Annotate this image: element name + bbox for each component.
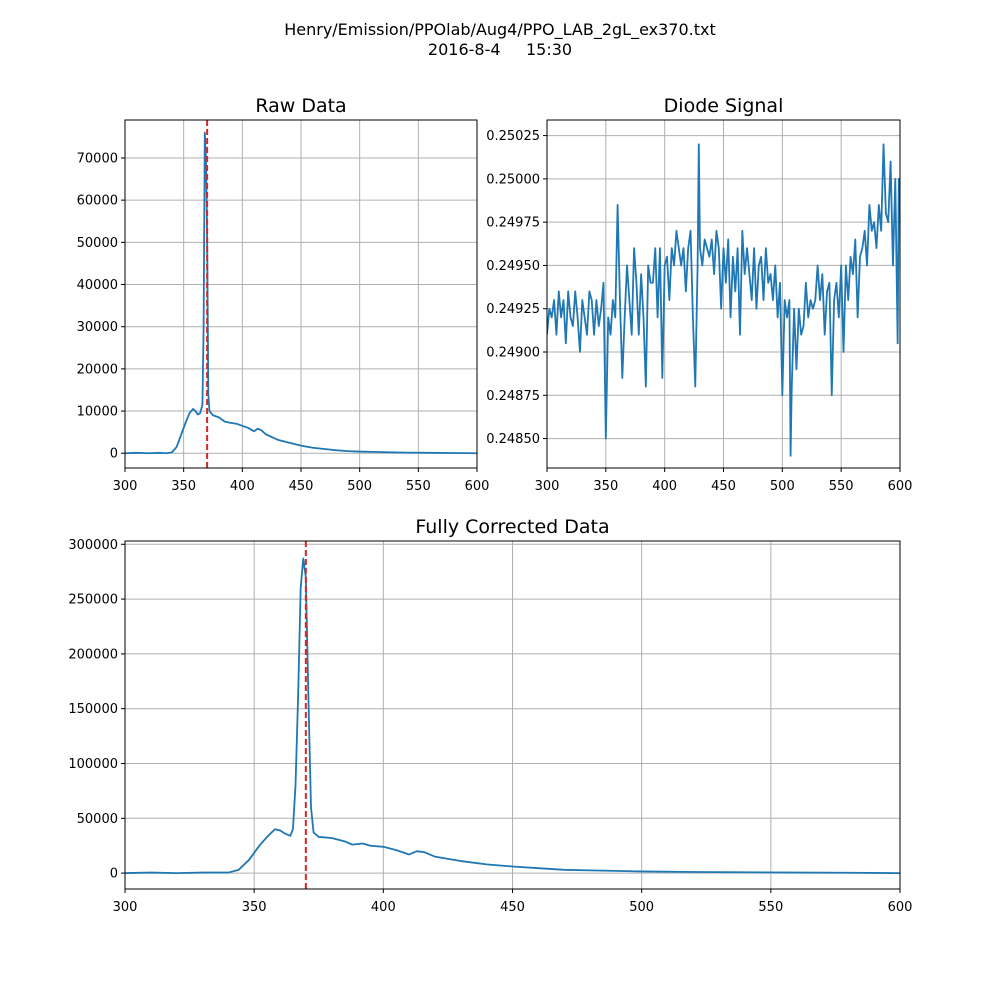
y-tick-label: 0.24950 — [486, 259, 540, 274]
x-tick-label: 500 — [629, 900, 654, 915]
x-tick-label: 350 — [242, 900, 267, 915]
x-tick-label: 400 — [230, 479, 255, 494]
corrected-plot-title: Fully Corrected Data — [415, 516, 609, 538]
x-tick-label: 600 — [465, 479, 490, 494]
y-tick-label: 0.25000 — [486, 172, 540, 187]
x-tick-label: 350 — [593, 479, 618, 494]
x-tick-label: 400 — [652, 479, 677, 494]
x-tick-label: 400 — [371, 900, 396, 915]
y-tick-label: 0 — [110, 867, 118, 882]
x-tick-label: 450 — [711, 479, 736, 494]
corrected-series-line — [125, 557, 900, 875]
x-tick-label: 500 — [347, 479, 372, 494]
x-tick-label: 550 — [829, 479, 854, 494]
x-tick-label: 350 — [171, 479, 196, 494]
y-tick-label: 70000 — [77, 151, 118, 166]
y-tick-label: 30000 — [77, 320, 118, 335]
y-tick-label: 250000 — [68, 593, 118, 608]
figure-title-line-2: 2016-8-4 15:30 — [428, 40, 572, 59]
x-tick-label: 450 — [289, 479, 314, 494]
raw-plot-title: Raw Data — [255, 95, 346, 117]
x-tick-label: 450 — [500, 900, 525, 915]
figure-title-line-1: Henry/Emission/PPOlab/Aug4/PPO_LAB_2gL_e… — [284, 20, 716, 40]
y-tick-label: 10000 — [77, 405, 118, 420]
y-tick-label: 50000 — [77, 812, 118, 827]
raw-series-line — [125, 131, 477, 455]
y-tick-label: 150000 — [68, 702, 118, 717]
fully-corrected-data-plot: 300 350 400 450 500 550 600 0 50000 100000 150000 2… — [68, 516, 912, 915]
y-tick-label: 0.24975 — [486, 216, 540, 231]
y-tick-label: 200000 — [68, 647, 118, 662]
x-tick-label: 600 — [888, 900, 913, 915]
y-tick-label: 40000 — [77, 278, 118, 293]
y-tick-label: 300000 — [68, 538, 118, 553]
diode-plot-title: Diode Signal — [664, 95, 784, 117]
x-tick-label: 300 — [113, 900, 138, 915]
x-tick-label: 500 — [770, 479, 795, 494]
y-tick-label: 0 — [110, 447, 118, 462]
x-tick-label: 300 — [535, 479, 560, 494]
y-tick-label: 0.24925 — [486, 302, 540, 317]
y-tick-label: 20000 — [77, 362, 118, 377]
diode-signal-plot: 300 350 400 450 500 550 600 0.24850 0.24875 0.249… — [486, 95, 912, 494]
y-tick-label: 0.24850 — [486, 432, 540, 447]
y-tick-label: 50000 — [77, 236, 118, 251]
diode-series-line — [547, 143, 900, 457]
y-tick-label: 0.24875 — [486, 389, 540, 404]
raw-data-plot: 300 350 400 450 500 550 600 0 10000 20000 30000 400… — [77, 95, 490, 494]
x-tick-label: 600 — [888, 479, 913, 494]
x-tick-label: 550 — [758, 900, 783, 915]
x-tick-label: 550 — [406, 479, 431, 494]
y-tick-label: 60000 — [77, 194, 118, 209]
x-tick-label: 300 — [113, 479, 138, 494]
y-tick-label: 0.24900 — [486, 346, 540, 361]
y-tick-label: 0.25025 — [486, 129, 540, 144]
y-tick-label: 100000 — [68, 757, 118, 772]
